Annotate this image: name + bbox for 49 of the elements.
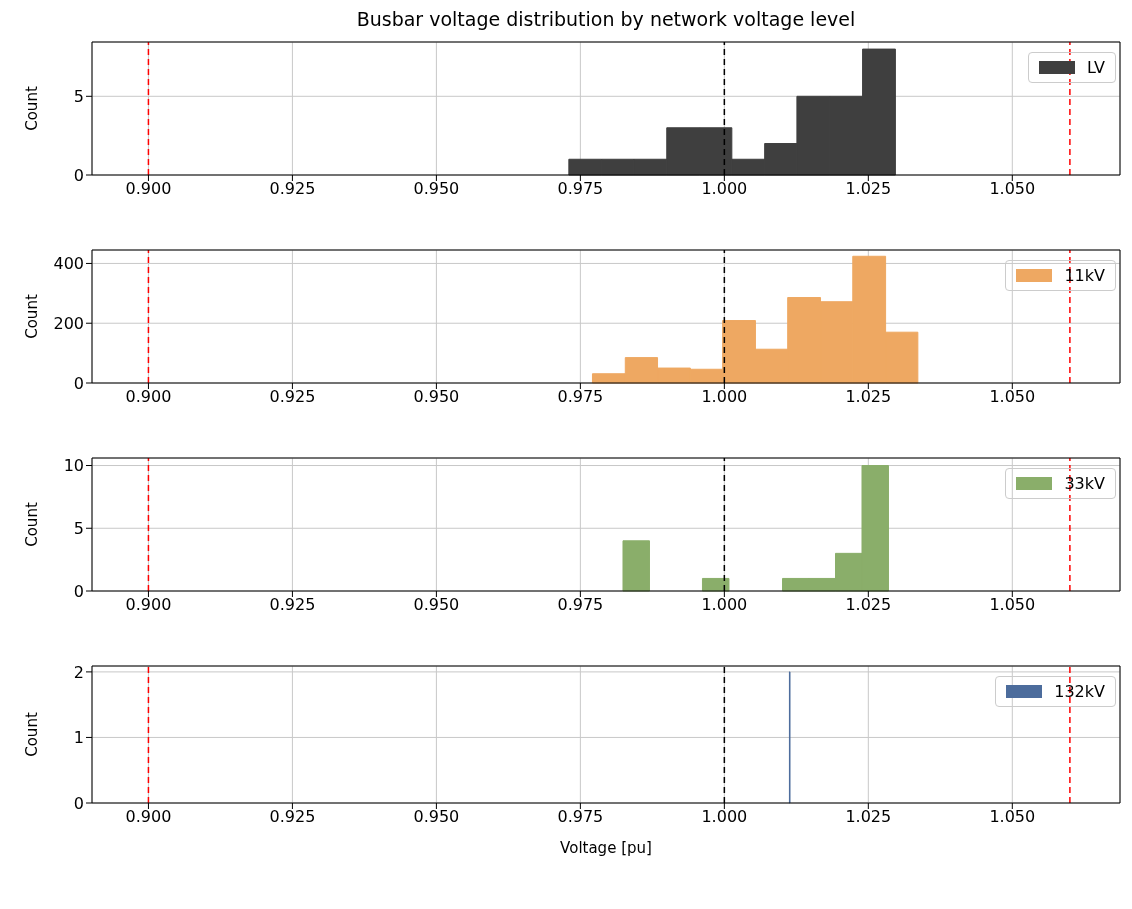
x-tick-label: 1.050 bbox=[989, 807, 1036, 827]
x-tick-label: 0.975 bbox=[557, 179, 604, 199]
x-tick-label: 0.975 bbox=[557, 807, 604, 827]
x-tick-label: 1.000 bbox=[701, 595, 748, 615]
x-tick-label: 0.950 bbox=[413, 179, 460, 199]
y-tick-label: 5 bbox=[73, 518, 84, 538]
x-axis-title: Voltage [pu] bbox=[560, 839, 652, 857]
y-tick-label: 1 bbox=[73, 728, 84, 748]
y-tick-label: 0 bbox=[73, 165, 84, 185]
x-tick-label: 1.000 bbox=[701, 807, 748, 827]
y-axis-title: Count bbox=[23, 294, 42, 339]
y-tick-label: 10 bbox=[63, 456, 84, 476]
x-tick-label: 1.050 bbox=[989, 179, 1036, 199]
y-tick-label: 0 bbox=[73, 793, 84, 813]
y-tick-label: 2 bbox=[73, 662, 84, 682]
x-tick-label: 0.925 bbox=[269, 387, 316, 407]
x-tick-label: 0.950 bbox=[413, 387, 460, 407]
x-tick-label: 1.025 bbox=[845, 387, 892, 407]
y-tick-label: 0 bbox=[73, 373, 84, 393]
x-tick-label: 0.975 bbox=[557, 387, 604, 407]
legend-label: 33kV bbox=[1064, 474, 1105, 493]
x-tick-label: 1.000 bbox=[701, 179, 748, 199]
x-tick-label: 1.025 bbox=[845, 179, 892, 199]
x-tick-label: 0.900 bbox=[125, 387, 172, 407]
x-tick-label: 0.900 bbox=[125, 179, 172, 199]
x-tick-label: 0.950 bbox=[413, 595, 460, 615]
x-tick-label: 1.000 bbox=[701, 387, 748, 407]
y-axis-title: Count bbox=[23, 502, 42, 547]
y-tick-label: 200 bbox=[53, 313, 84, 333]
x-tick-label: 1.050 bbox=[989, 387, 1036, 407]
x-tick-label: 0.950 bbox=[413, 807, 460, 827]
y-axis-title: Count bbox=[23, 712, 42, 757]
x-tick-label: 0.925 bbox=[269, 179, 316, 199]
x-tick-label: 1.050 bbox=[989, 595, 1036, 615]
x-tick-label: 0.925 bbox=[269, 595, 316, 615]
legend-label: 11kV bbox=[1064, 266, 1105, 285]
x-tick-label: 0.925 bbox=[269, 807, 316, 827]
y-axis-title: Count bbox=[23, 86, 42, 131]
y-tick-label: 400 bbox=[53, 254, 84, 274]
x-tick-label: 1.025 bbox=[845, 807, 892, 827]
chart-title: Busbar voltage distribution by network voltage level bbox=[355, 8, 857, 32]
legend-label: LV bbox=[1086, 58, 1105, 77]
y-tick-label: 0 bbox=[73, 581, 84, 601]
x-tick-label: 1.025 bbox=[845, 595, 892, 615]
legend-label: 132kV bbox=[1054, 682, 1105, 701]
x-tick-label: 0.900 bbox=[125, 595, 172, 615]
x-tick-label: 0.900 bbox=[125, 807, 172, 827]
x-tick-label: 0.975 bbox=[557, 595, 604, 615]
y-tick-label: 5 bbox=[73, 86, 84, 106]
